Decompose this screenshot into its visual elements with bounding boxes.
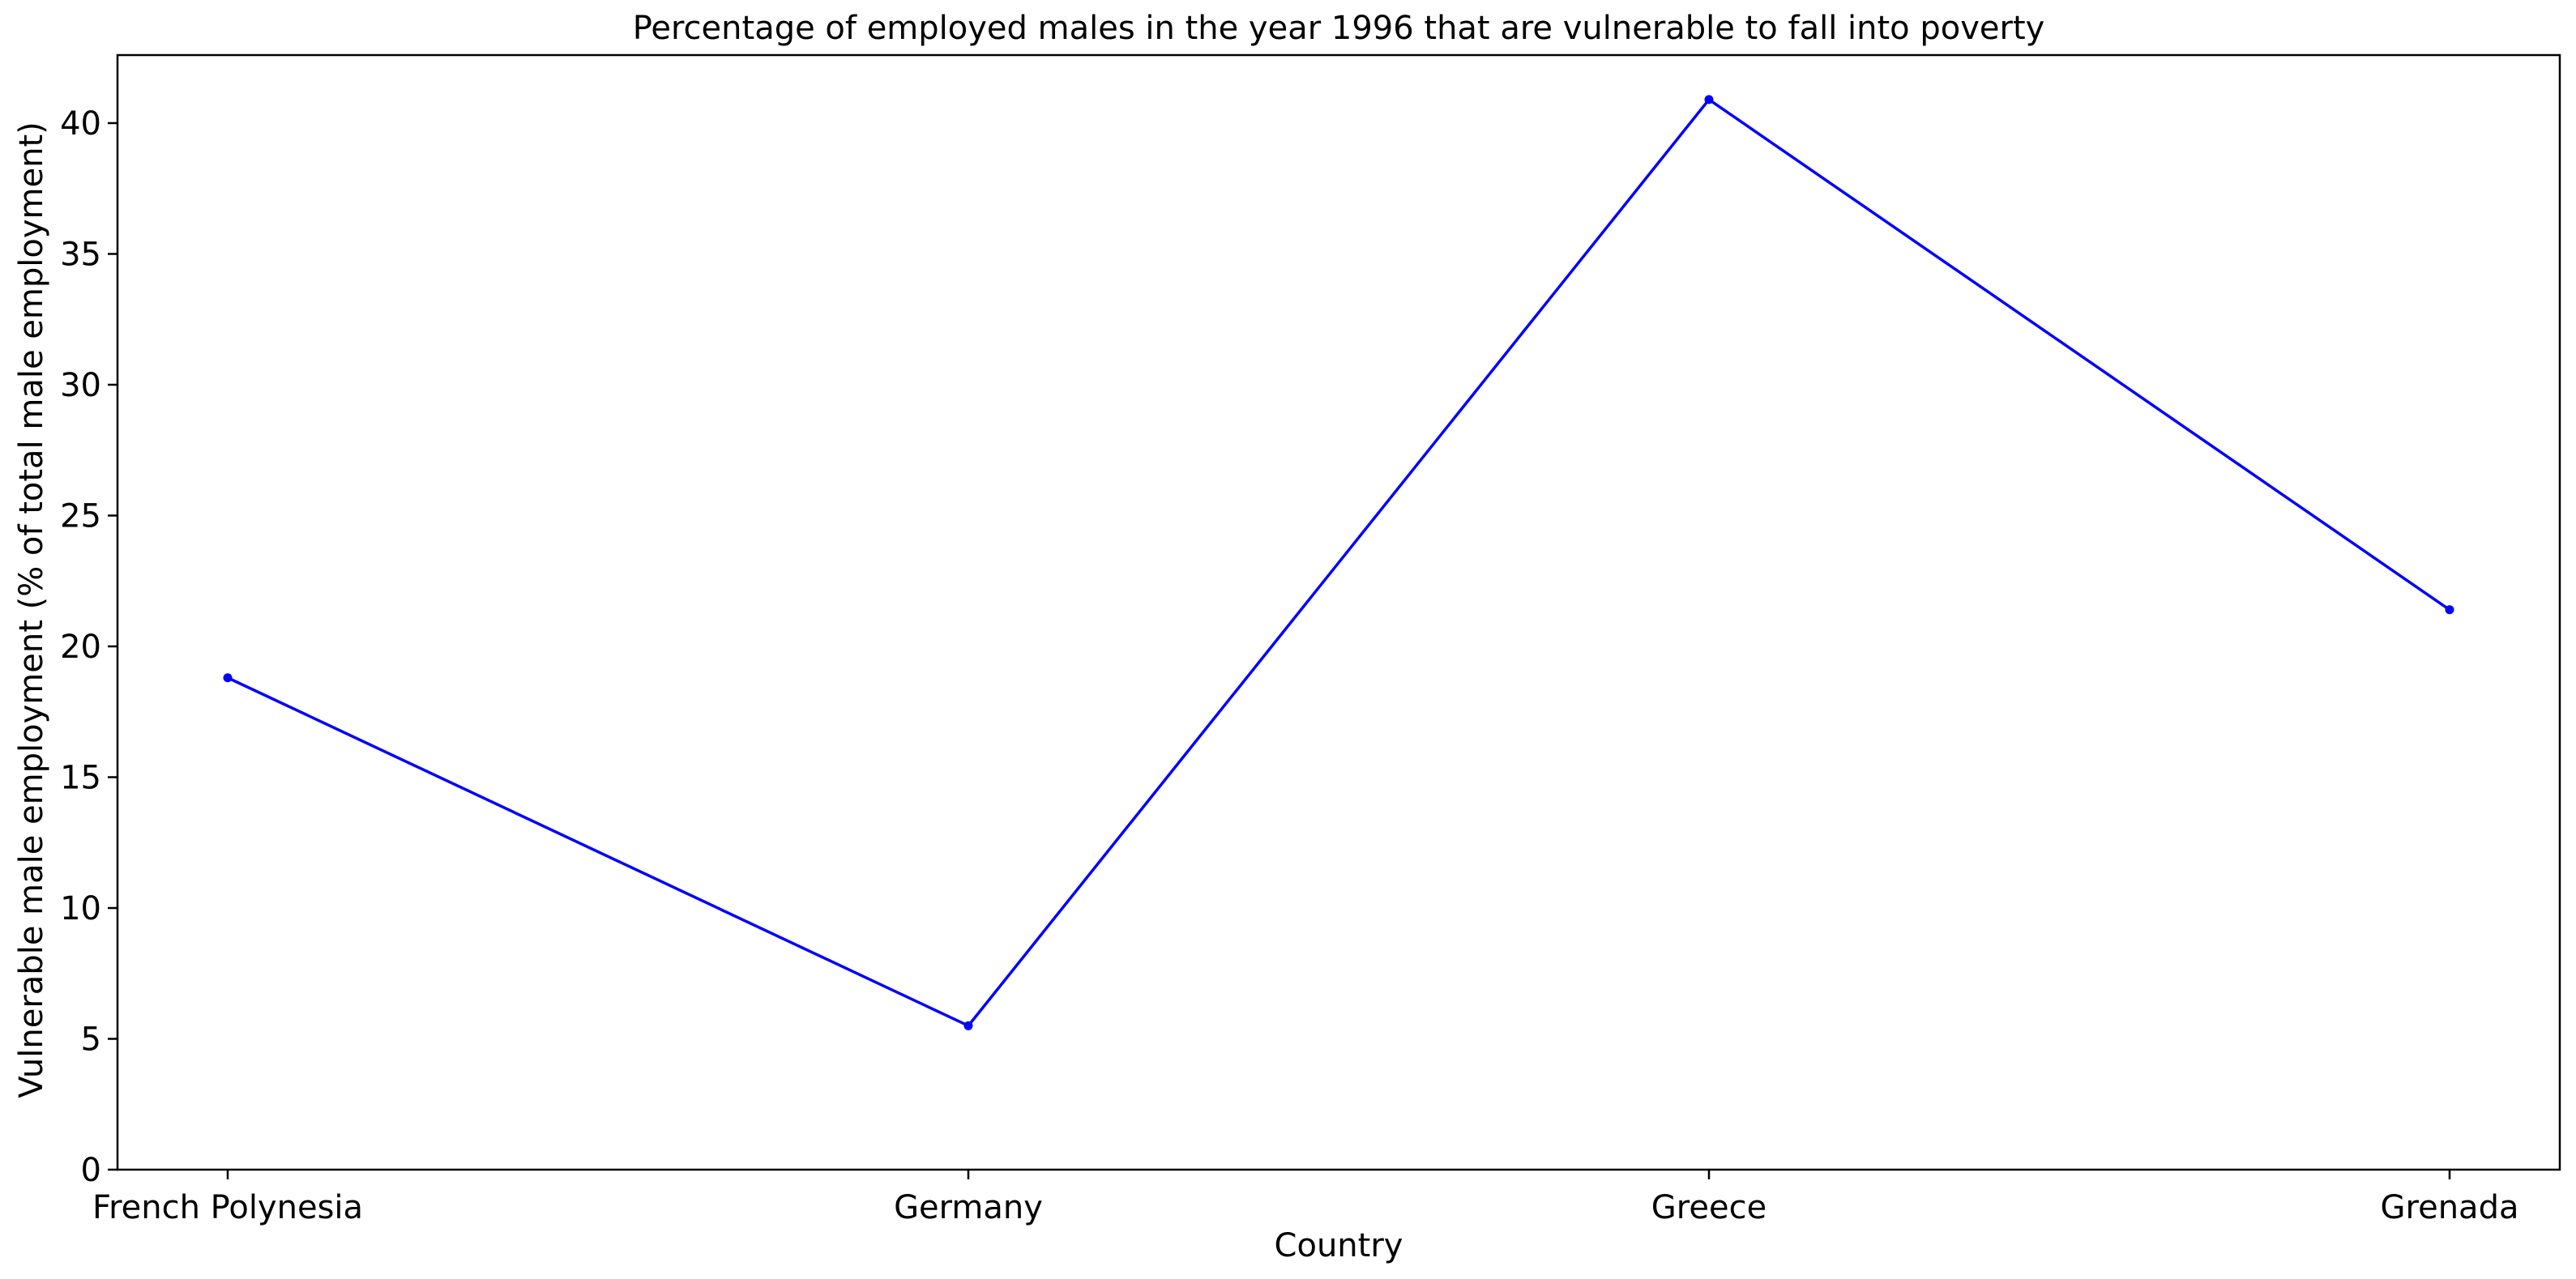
chart-title: Percentage of employed males in the year… [633,10,2045,47]
series-layer [223,95,2454,1030]
x-tick-label: French Polynesia [92,1189,363,1226]
data-point [1704,95,1714,104]
y-axis-ticks: 0 5 10 15 20 25 30 35 40 [60,105,117,1189]
y-axis-label: Vulnerable male employment (% of total m… [13,122,50,1098]
x-axis-label: Country [1275,1227,1403,1264]
y-tick-label: 10 [60,890,101,927]
series-line [227,98,2450,1028]
y-tick-label: 30 [60,367,101,404]
y-tick-label: 40 [60,105,101,143]
x-tick-label: Greece [1651,1189,1766,1226]
data-point [2445,605,2454,615]
y-tick-label: 35 [60,236,101,273]
y-tick-label: 5 [81,1021,101,1058]
data-point [223,673,233,683]
x-tick-label: Germany [894,1189,1043,1226]
y-tick-label: 20 [60,629,101,666]
y-tick-label: 0 [81,1152,101,1189]
plot-frame [116,53,2561,1171]
y-tick-label: 25 [60,497,101,535]
data-point [963,1021,973,1030]
y-tick-label: 15 [60,759,101,796]
x-tick-label: Grenada [2381,1189,2519,1226]
x-axis-ticks: French Polynesia Germany Greece Grenada [92,1170,2519,1226]
